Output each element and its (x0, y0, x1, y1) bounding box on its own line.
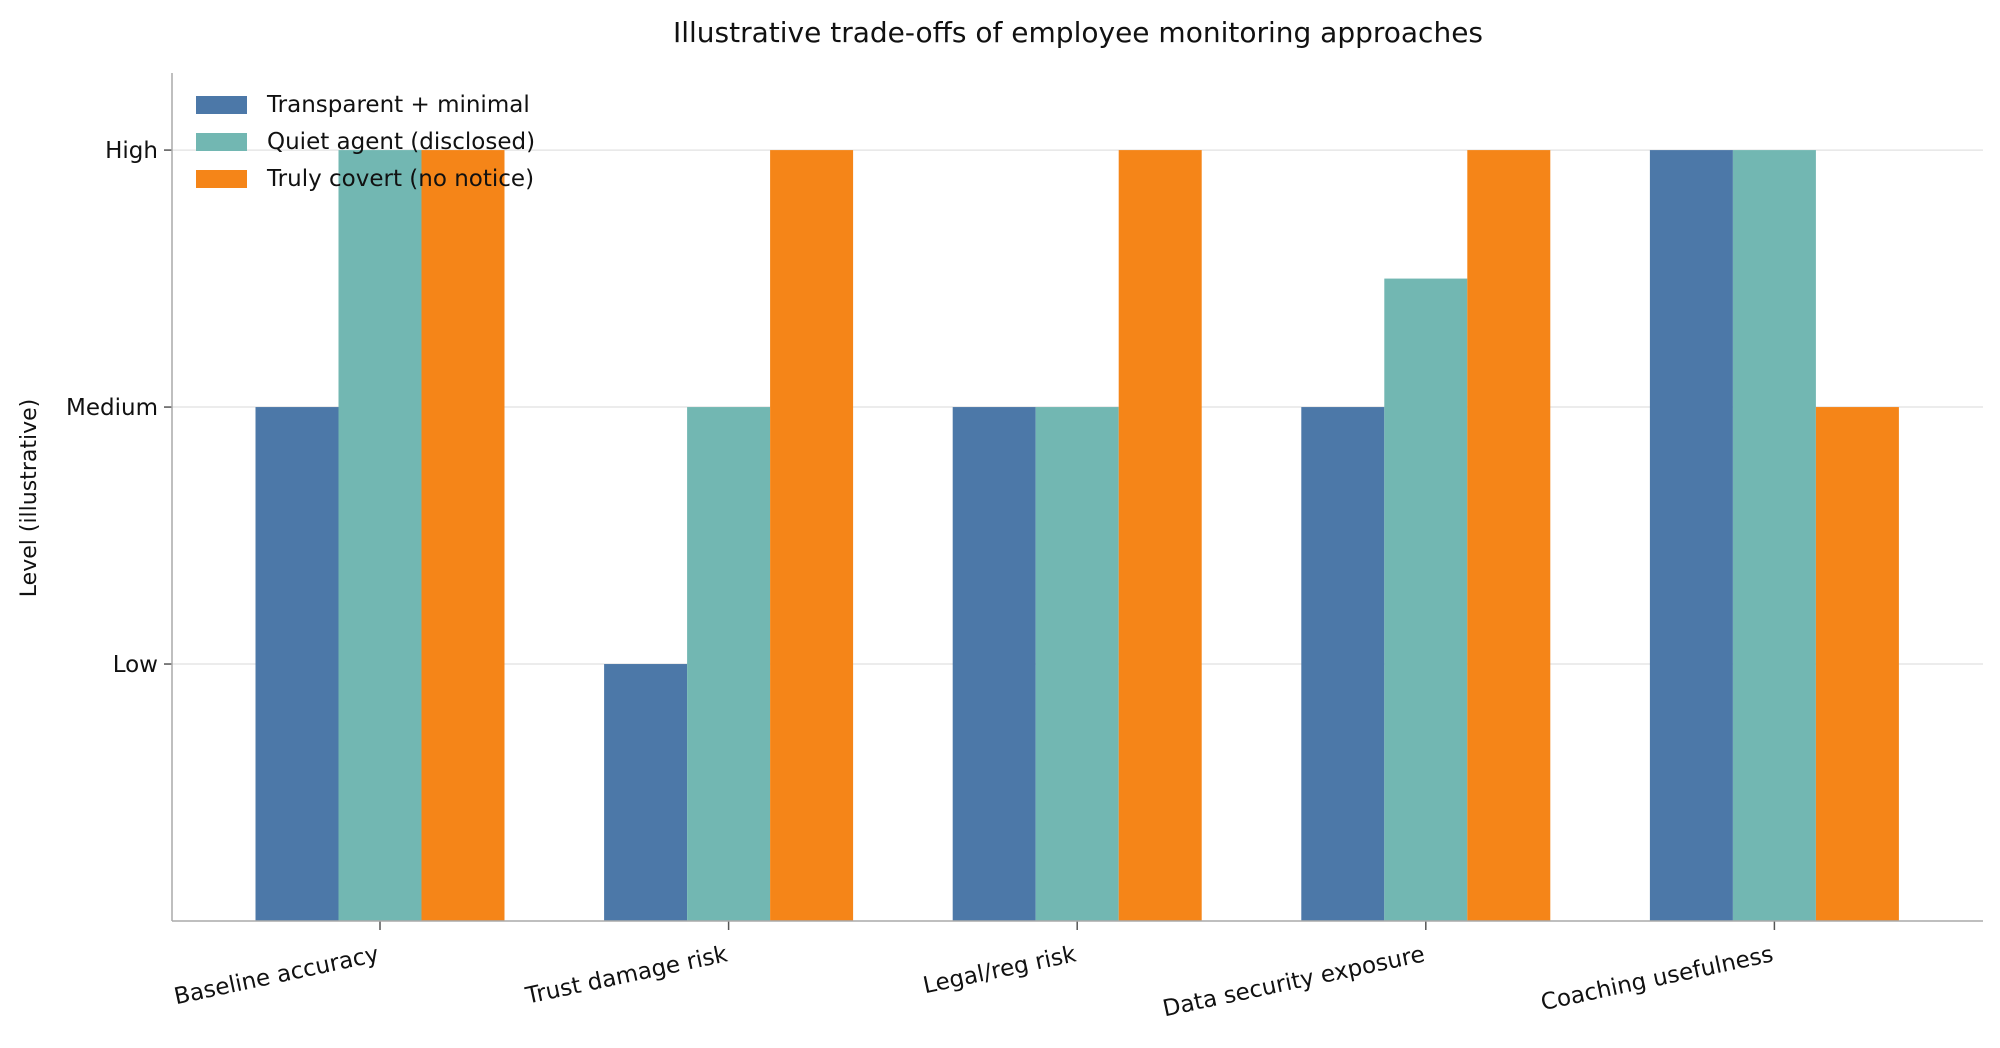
x-tick-label: Data security exposure (1160, 941, 1427, 1022)
bar-3 (1815, 407, 1899, 921)
bar-3 (1118, 150, 1202, 921)
bar-1 (952, 407, 1036, 921)
legend-swatch-1 (196, 96, 247, 114)
bar-3 (1467, 150, 1551, 921)
bar-2 (338, 150, 422, 921)
bar-2 (1035, 407, 1119, 921)
bar-2 (1732, 150, 1816, 921)
legend: Transparent + minimal Quiet agent (disclo… (196, 92, 535, 192)
y-tick-label: High (105, 138, 158, 164)
legend-swatch-3 (196, 170, 247, 188)
x-tick-label: Coaching usefulness (1539, 941, 1776, 1016)
y-axis-label: Level (illustrative) (17, 399, 42, 597)
x-tick-label: Legal/reg risk (921, 941, 1079, 999)
x-tick-label: Trust damage risk (523, 941, 731, 1009)
y-tick-label: Medium (66, 395, 158, 421)
legend-label-3: Truly covert (no notice) (266, 166, 534, 192)
x-tick-label: Baseline accuracy (172, 941, 381, 1010)
bar-1 (1649, 150, 1733, 921)
bar-2 (1384, 278, 1468, 921)
legend-label-1: Transparent + minimal (266, 92, 530, 118)
bars (255, 150, 1899, 921)
y-tick-label: Low (113, 652, 158, 678)
bar-3 (770, 150, 854, 921)
bar-3 (421, 150, 505, 921)
chart-title: Illustrative trade-offs of employee moni… (673, 16, 1483, 49)
bar-1 (1301, 407, 1385, 921)
bar-1 (255, 407, 339, 921)
bar-1 (604, 664, 688, 921)
legend-swatch-2 (196, 133, 247, 151)
legend-label-2: Quiet agent (disclosed) (267, 129, 535, 155)
bar-2 (687, 407, 771, 921)
